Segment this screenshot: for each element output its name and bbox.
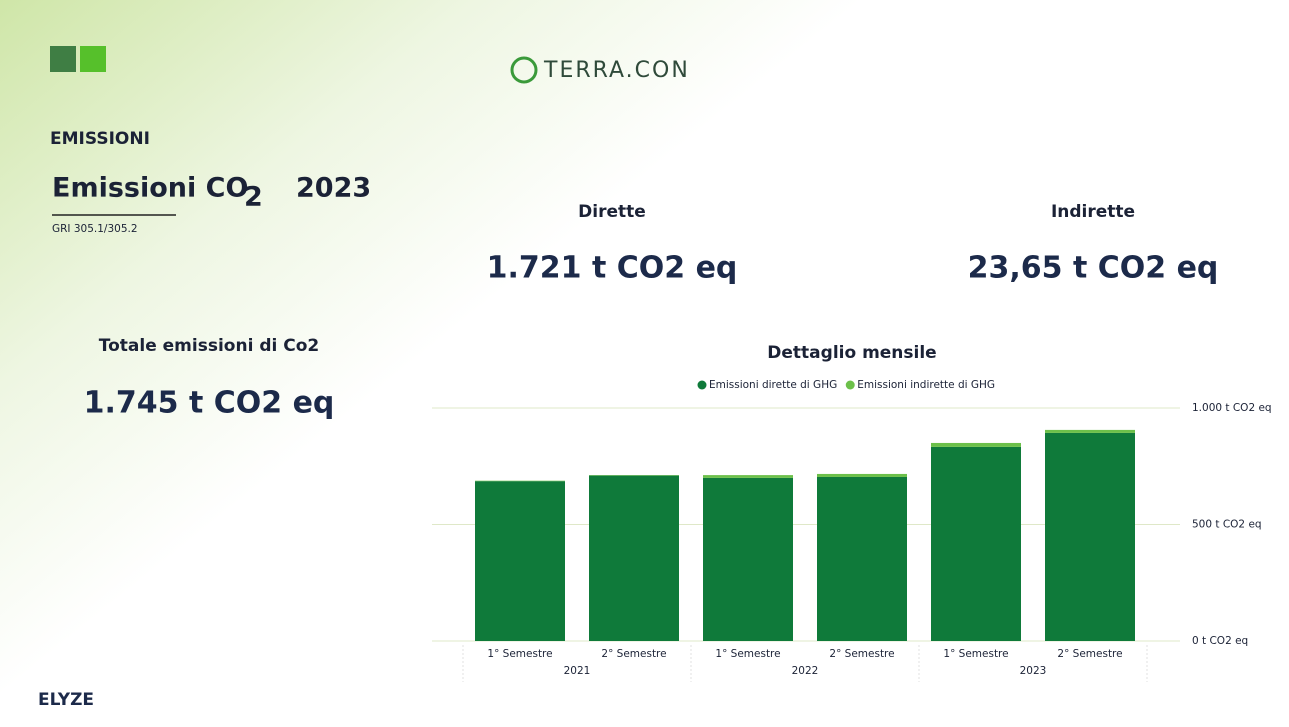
- bar-segment: [703, 477, 793, 641]
- x-tick-label: 2° Semestre: [829, 648, 894, 660]
- bar-segment: [703, 475, 793, 478]
- section-title: EMISSIONI: [50, 129, 150, 149]
- page-title-sub: 2: [244, 182, 263, 213]
- sdg-icon: [50, 46, 76, 72]
- bar-segment: [817, 476, 907, 641]
- sdg-icon: [80, 46, 106, 72]
- x-tick-label: 2° Semestre: [1057, 648, 1122, 660]
- x-tick-label: 1° Semestre: [715, 648, 780, 660]
- logo-mark: [510, 56, 538, 84]
- kpi-value: 1.721 t CO2 eq: [487, 251, 738, 286]
- kpi-value: 23,65 t CO2 eq: [968, 251, 1219, 286]
- legend-swatch: [845, 380, 855, 390]
- chart-title: Dettaglio mensile: [767, 343, 936, 363]
- x-tick-label: 2° Semestre: [601, 648, 666, 660]
- bar-segment: [589, 475, 679, 641]
- x-tick-label: 1° Semestre: [943, 648, 1008, 660]
- footer-brand: ELYZE: [38, 690, 94, 710]
- bar-segment: [931, 442, 1021, 447]
- y-tick-label: 1.000 t CO2 eq: [1192, 402, 1272, 414]
- legend-label: Emissioni indirette di GHG: [857, 379, 995, 391]
- bar-segment: [817, 473, 907, 477]
- x-group-label: 2023: [1020, 665, 1047, 677]
- x-group-label: 2022: [792, 665, 819, 677]
- reference: GRI 305.1/305.2: [52, 223, 138, 235]
- kpi-label: Dirette: [578, 202, 646, 222]
- kpi-value: 1.745 t CO2 eq: [84, 386, 335, 421]
- legend-swatch: [697, 380, 707, 390]
- legend-label: Emissioni dirette di GHG: [709, 379, 837, 391]
- bar-segment: [1045, 429, 1135, 433]
- x-tick-label: 1° Semestre: [487, 648, 552, 660]
- bar-segment: [931, 446, 1021, 641]
- logo: TERRA.CON: [543, 58, 690, 83]
- bar-segment: [475, 481, 565, 641]
- y-tick-label: 0 t CO2 eq: [1192, 635, 1248, 647]
- bar-segment: [1045, 432, 1135, 641]
- page-year: 2023: [296, 173, 371, 204]
- kpi-label: Totale emissioni di Co2: [99, 336, 319, 356]
- kpi-label: Indirette: [1051, 202, 1135, 222]
- page-title: Emissioni CO: [52, 173, 248, 204]
- y-tick-label: 500 t CO2 eq: [1192, 519, 1262, 531]
- x-group-label: 2021: [564, 665, 591, 677]
